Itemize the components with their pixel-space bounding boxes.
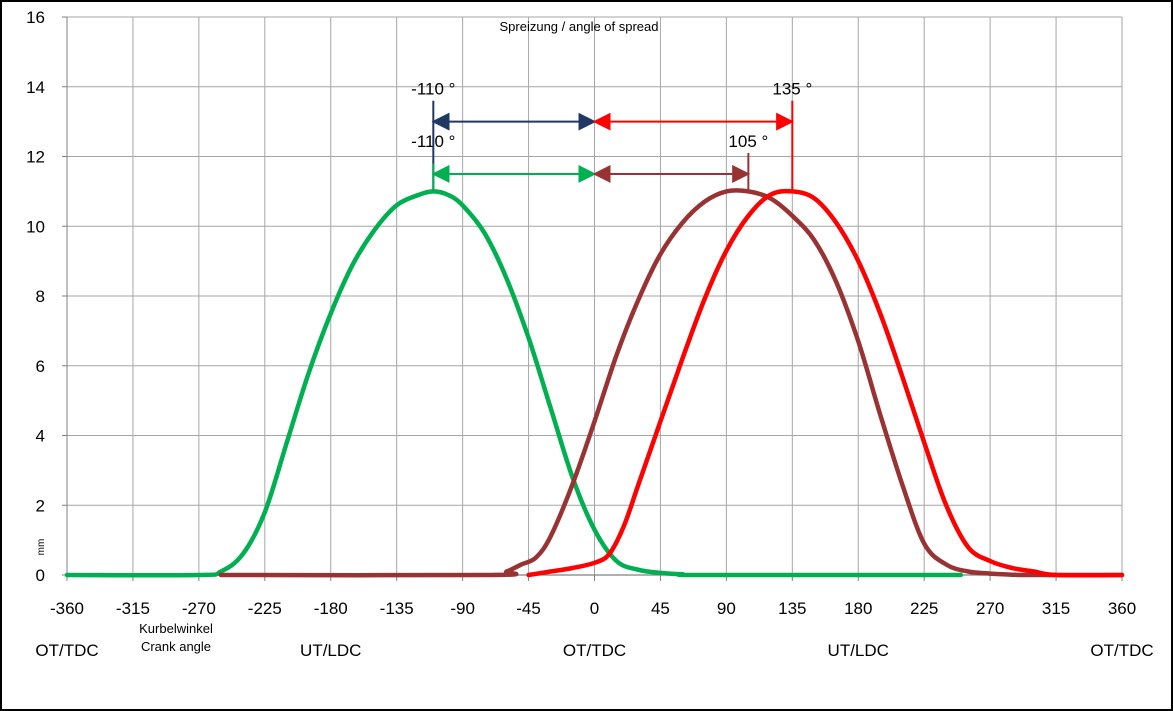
x-tick-label: 90 (717, 599, 736, 618)
x-tick-label: -360 (50, 599, 84, 618)
spread-annotations: -110 °-110 °135 °105 ° (411, 80, 812, 192)
series-line-brown (218, 188, 1125, 578)
y-tick-labels: 0 2 4 6 8 10 12 14 16 (26, 8, 45, 585)
x-tick-label: -45 (516, 599, 541, 618)
x-tick-label: 360 (1108, 599, 1136, 618)
position-labels: OT/TDC UT/LDC OT/TDC UT/LDC OT/TDC (35, 641, 1153, 660)
x-tick-label: 135 (778, 599, 806, 618)
x-tick-label: 180 (844, 599, 872, 618)
y-tick-label: 2 (36, 496, 45, 515)
spread-label: 105 ° (728, 132, 768, 151)
x-tick-label: -135 (380, 599, 414, 618)
y-tick-label: 6 (36, 357, 45, 376)
x-tick-label: -315 (116, 599, 150, 618)
chart-title: Spreizung / angle of spread (500, 19, 659, 34)
y-tick-label: 8 (36, 287, 45, 306)
x-tick-label: 45 (651, 599, 670, 618)
spread-label: 135 ° (772, 80, 812, 99)
x-tick-label: -225 (248, 599, 282, 618)
position-label: OT/TDC (35, 641, 98, 660)
grid-lines (66, 16, 1123, 576)
position-label: UT/LDC (300, 641, 361, 660)
y-tick-label: 4 (36, 427, 45, 446)
x-tick-label: -270 (182, 599, 216, 618)
y-tick-label: 0 (36, 566, 45, 585)
y-tick-label: 10 (26, 217, 45, 236)
x-tick-label: 225 (910, 599, 938, 618)
x-tick-labels: -360 -315 -270 -225 -180 -135 -90 -45 0 45 90 135 18… (50, 599, 1136, 618)
y-tick-label: 16 (26, 8, 45, 27)
series-line-green (64, 189, 964, 578)
y-tick-label: 14 (26, 78, 45, 97)
series-line-red (526, 188, 1125, 578)
position-label: OT/TDC (1090, 641, 1153, 660)
x-axis-label-en: Crank angle (141, 639, 211, 654)
position-label: OT/TDC (563, 641, 626, 660)
x-tick-label: 315 (1042, 599, 1070, 618)
y-tick-label: 12 (26, 148, 45, 167)
x-axis-label-de: Kurbelwinkel (139, 621, 213, 636)
axes (62, 16, 1123, 581)
position-label: UT/LDC (828, 641, 889, 660)
series-lines (64, 188, 1125, 578)
x-tick-label: -90 (450, 599, 475, 618)
x-tick-label: 0 (590, 599, 599, 618)
y-axis-label: mm (36, 539, 47, 556)
x-tick-label: -180 (314, 599, 348, 618)
x-tick-label: 270 (976, 599, 1004, 618)
spread-label: -110 ° (411, 80, 455, 99)
